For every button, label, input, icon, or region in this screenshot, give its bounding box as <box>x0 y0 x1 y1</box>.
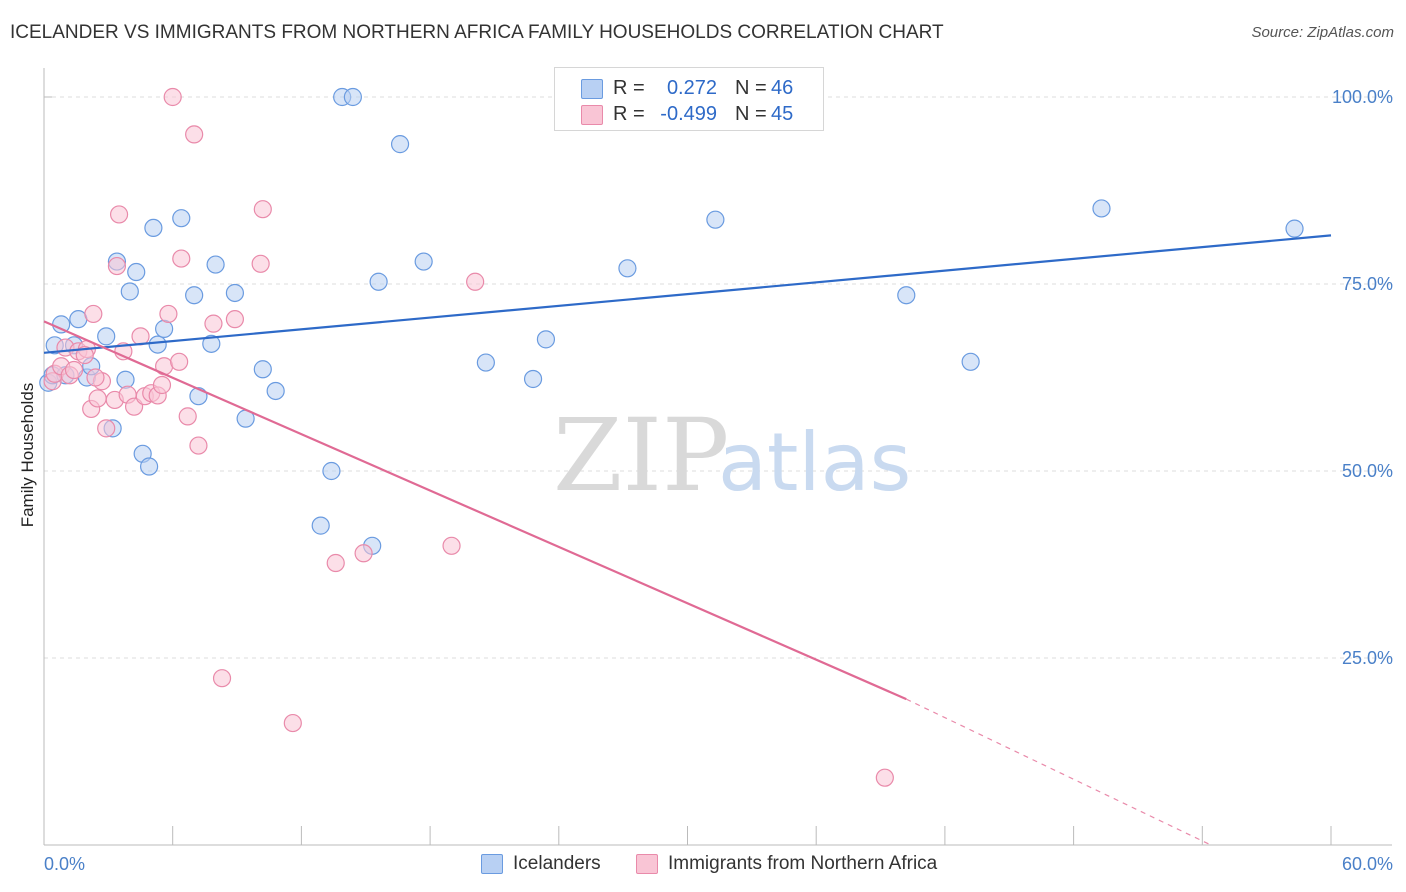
y-tick-label: 50.0% <box>1342 461 1393 481</box>
point-immigrants <box>152 375 172 395</box>
watermark-zip: ZIP <box>553 397 729 514</box>
legend-r-value: 0.272 <box>666 77 717 99</box>
axes <box>43 68 1392 846</box>
point-icelanders <box>172 209 191 228</box>
point-immigrants <box>88 389 107 408</box>
point-icelanders <box>148 335 167 354</box>
point-icelanders <box>120 282 139 301</box>
point-icelanders <box>343 87 362 107</box>
trend-lines <box>43 234 1332 846</box>
point-immigrants <box>225 310 245 329</box>
y-axis-label: Family Households <box>18 383 37 528</box>
trend-line-immigrants-extrapolated <box>906 698 1212 846</box>
point-icelanders <box>97 327 116 346</box>
point-icelanders <box>144 218 163 237</box>
point-immigrants <box>178 407 197 426</box>
chart-source: Source: ZipAtlas.com <box>1251 24 1394 41</box>
y-tick-label: 75.0% <box>1342 274 1393 294</box>
point-icelanders <box>266 381 285 401</box>
point-icelanders <box>536 330 556 349</box>
point-immigrants <box>75 345 94 365</box>
legend-r-label: R = <box>613 77 645 99</box>
point-icelanders <box>414 252 433 271</box>
point-immigrants <box>109 205 129 224</box>
point-icelanders <box>390 135 410 154</box>
legend-r-value: -0.499 <box>660 103 717 125</box>
y-tick-label: 25.0% <box>1342 648 1393 668</box>
point-icelanders <box>897 286 916 305</box>
point-immigrants <box>442 536 461 555</box>
point-icelanders <box>706 210 725 229</box>
point-icelanders <box>225 283 245 303</box>
x-tick-labels: 0.0% 60.0% <box>44 854 1393 874</box>
point-icelanders <box>1092 199 1111 218</box>
legend-swatch-immigrants <box>636 854 658 874</box>
point-immigrants <box>466 272 485 291</box>
point-icelanders <box>1285 219 1304 238</box>
legend-n-label: N = <box>735 77 767 99</box>
point-icelanders <box>618 259 637 278</box>
point-immigrants <box>212 669 232 688</box>
point-icelanders <box>206 255 225 274</box>
point-immigrants <box>875 768 894 787</box>
legend-n-value: 45 <box>771 103 794 125</box>
point-icelanders <box>369 272 388 291</box>
correlation-legend: R = 0.272 N = 46 R = -0.499 N = 45 <box>554 67 824 131</box>
point-immigrants <box>189 436 208 455</box>
point-immigrants <box>86 368 105 387</box>
point-immigrants <box>97 419 116 438</box>
watermark-atlas: atlas <box>718 416 911 509</box>
point-immigrants <box>251 254 270 273</box>
y-tick-labels: 25.0% 50.0% 75.0% 100.0% <box>1332 87 1393 668</box>
point-icelanders <box>523 369 543 389</box>
chart-title: ICELANDER VS IMMIGRANTS FROM NORTHERN AF… <box>10 22 944 43</box>
point-icelanders <box>202 334 221 353</box>
legend-label-icelanders: Icelanders <box>513 853 601 874</box>
legend-n-value: 46 <box>771 77 794 99</box>
point-immigrants <box>354 544 373 563</box>
point-immigrants <box>283 713 302 733</box>
point-icelanders <box>185 286 204 305</box>
trend-line-immigrants <box>43 320 907 701</box>
legend-row-icelanders: R = 0.272 N = 46 <box>555 75 823 101</box>
x-tick-label: 0.0% <box>44 854 85 874</box>
point-icelanders <box>155 319 174 338</box>
point-immigrants <box>326 553 345 573</box>
point-icelanders <box>127 262 146 282</box>
y-tick-label: 100.0% <box>1332 87 1393 107</box>
point-icelanders <box>322 461 341 481</box>
point-immigrants <box>170 352 189 371</box>
point-immigrants <box>204 314 223 333</box>
point-immigrants <box>163 87 182 107</box>
legend-row-immigrants: R = -0.499 N = 45 <box>555 101 823 127</box>
point-immigrants <box>64 360 84 380</box>
data-points <box>39 87 1304 787</box>
point-immigrants <box>159 304 178 324</box>
point-immigrants <box>84 304 103 324</box>
point-icelanders <box>961 352 980 371</box>
point-immigrants <box>172 249 191 268</box>
point-icelanders <box>476 353 495 372</box>
point-icelanders <box>140 457 159 476</box>
legend-swatch-icelanders <box>581 79 603 99</box>
trend-line-icelanders <box>43 234 1332 354</box>
legend-n-label: N = <box>735 103 767 125</box>
point-immigrants <box>107 256 127 276</box>
point-immigrants <box>131 327 150 346</box>
series-legend: Icelanders Immigrants from Northern Afri… <box>0 852 1406 878</box>
legend-swatch-icelanders <box>481 854 503 874</box>
legend-swatch-immigrants <box>581 105 603 125</box>
x-tick-label: 60.0% <box>1342 854 1393 874</box>
point-immigrants <box>253 200 272 219</box>
point-icelanders <box>253 360 272 379</box>
grid-lines <box>44 96 1392 659</box>
point-icelanders <box>116 370 135 389</box>
point-icelanders <box>311 516 330 535</box>
point-immigrants <box>185 125 204 144</box>
legend-label-immigrants: Immigrants from Northern Africa <box>668 853 938 874</box>
legend-r-label: R = <box>613 103 645 125</box>
